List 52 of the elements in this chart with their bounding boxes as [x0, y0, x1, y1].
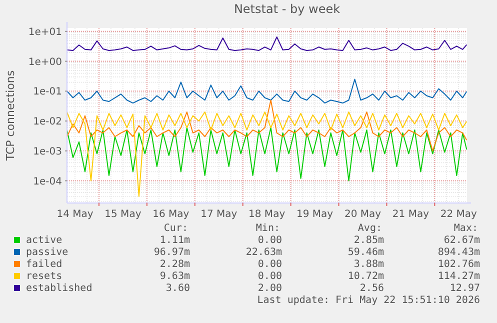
- x-tick-label: 19 May: [296, 209, 334, 220]
- text: 0.00: [258, 259, 282, 270]
- line-series: [66, 112, 468, 197]
- text: 0.00: [258, 271, 282, 282]
- legend-label: active: [26, 235, 62, 246]
- legend-label: established: [26, 283, 92, 294]
- x-tick-label: 21 May: [392, 209, 430, 220]
- x-tick-label: 17 May: [200, 209, 238, 220]
- chart-title: Netstat - by week: [234, 2, 340, 16]
- text: 2.56: [360, 283, 384, 294]
- y-tick-label: 1e-03: [33, 146, 62, 158]
- text: 0.00: [258, 235, 282, 246]
- y-tick-label: 1e-02: [33, 116, 62, 128]
- line-series: [66, 127, 468, 182]
- text: 3.88m: [354, 259, 384, 270]
- text: 22.63m: [246, 247, 282, 258]
- legend-label: passive: [26, 247, 68, 258]
- x-tick-label: 20 May: [344, 209, 382, 220]
- text: 2.85m: [354, 235, 384, 246]
- text: 2.28m: [160, 259, 190, 270]
- text: Last update: Fri May 22 15:51:10 2026: [257, 295, 480, 306]
- text: Avg:: [358, 223, 382, 234]
- text: 894.43m: [438, 247, 480, 258]
- text: 3.60: [166, 283, 190, 294]
- legend-label: resets: [26, 271, 62, 282]
- text: 62.67m: [444, 235, 480, 246]
- line-series: [66, 78, 468, 104]
- text: Max:: [454, 223, 478, 234]
- x-tick-label: 15 May: [104, 209, 142, 220]
- x-tick-label: 14 May: [56, 209, 94, 220]
- text: 114.27m: [438, 271, 480, 282]
- x-tick-label: 18 May: [248, 209, 286, 220]
- x-tick-label: 16 May: [152, 209, 190, 220]
- text: 9.63m: [160, 271, 190, 282]
- text: 102.76m: [438, 259, 480, 270]
- line-series: [66, 100, 468, 152]
- text: 96.97m: [154, 247, 190, 258]
- y-axis-title: TCP connections: [4, 70, 17, 162]
- y-tick-label: 1e+00: [28, 56, 62, 68]
- legend-label: failed: [26, 259, 62, 270]
- text: 1.11m: [160, 235, 190, 246]
- text: 59.46m: [348, 247, 384, 258]
- text: Cur:: [164, 223, 188, 234]
- x-tick-label: 22 May: [440, 209, 478, 220]
- text: Min:: [256, 223, 280, 234]
- y-tick-label: 1e+01: [28, 26, 62, 38]
- text: 10.72m: [348, 271, 384, 282]
- text: 2.00: [258, 283, 282, 294]
- line-series: [66, 36, 468, 51]
- y-tick-label: 1e-01: [33, 86, 62, 98]
- y-tick-label: 1e-04: [33, 176, 62, 188]
- text: 12.97: [450, 283, 480, 294]
